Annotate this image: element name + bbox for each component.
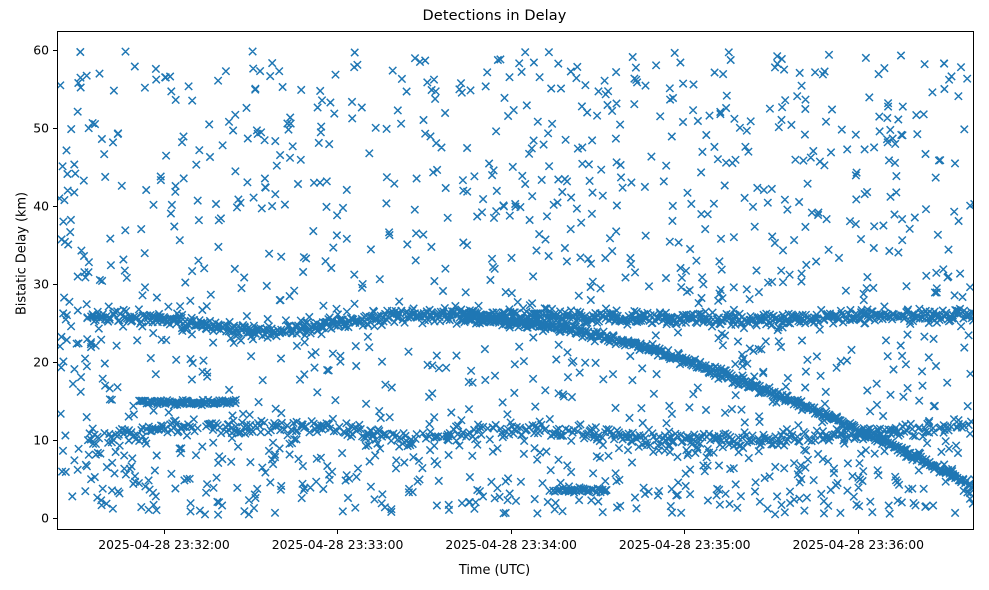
chart-title: Detections in Delay	[422, 8, 567, 24]
y-tick-label: 60	[33, 42, 49, 58]
y-tick-label: 30	[33, 276, 49, 292]
plot-area	[57, 31, 974, 530]
y-tick-mark	[53, 439, 57, 441]
x-tick-mark	[857, 530, 859, 534]
y-axis-tick-labels: 0 10 20 30 40 50 60	[0, 0, 49, 590]
x-tick-label: 2025-04-28 23:33:00	[271, 537, 404, 552]
y-tick-mark	[53, 361, 57, 363]
scatter-marker-group	[58, 47, 973, 519]
x-tick-mark	[510, 530, 512, 534]
x-tick-label: 2025-04-28 23:35:00	[618, 537, 751, 552]
y-axis-label: Bistatic Delay (km)	[14, 191, 30, 316]
x-tick-label: 2025-04-28 23:36:00	[792, 537, 925, 552]
y-tick-mark	[53, 517, 57, 519]
y-tick-label: 50	[33, 120, 49, 136]
y-tick-mark	[53, 49, 57, 52]
y-tick-label: 10	[33, 432, 49, 448]
y-tick-label: 20	[33, 354, 49, 370]
x-tick-mark	[163, 530, 165, 534]
x-axis-label: Time (UTC)	[458, 563, 531, 578]
y-tick-label: 0	[41, 510, 49, 526]
y-tick-mark	[53, 127, 57, 130]
x-tick-label: 2025-04-28 23:34:00	[445, 537, 577, 552]
x-tick-mark	[337, 530, 339, 534]
scatter-series	[58, 47, 973, 519]
y-tick-mark	[53, 205, 57, 208]
x-tick-mark	[684, 530, 686, 534]
y-tick-label: 40	[33, 198, 49, 214]
x-tick-label: 2025-04-28 23:32:00	[98, 537, 230, 552]
y-tick-mark	[53, 283, 57, 285]
